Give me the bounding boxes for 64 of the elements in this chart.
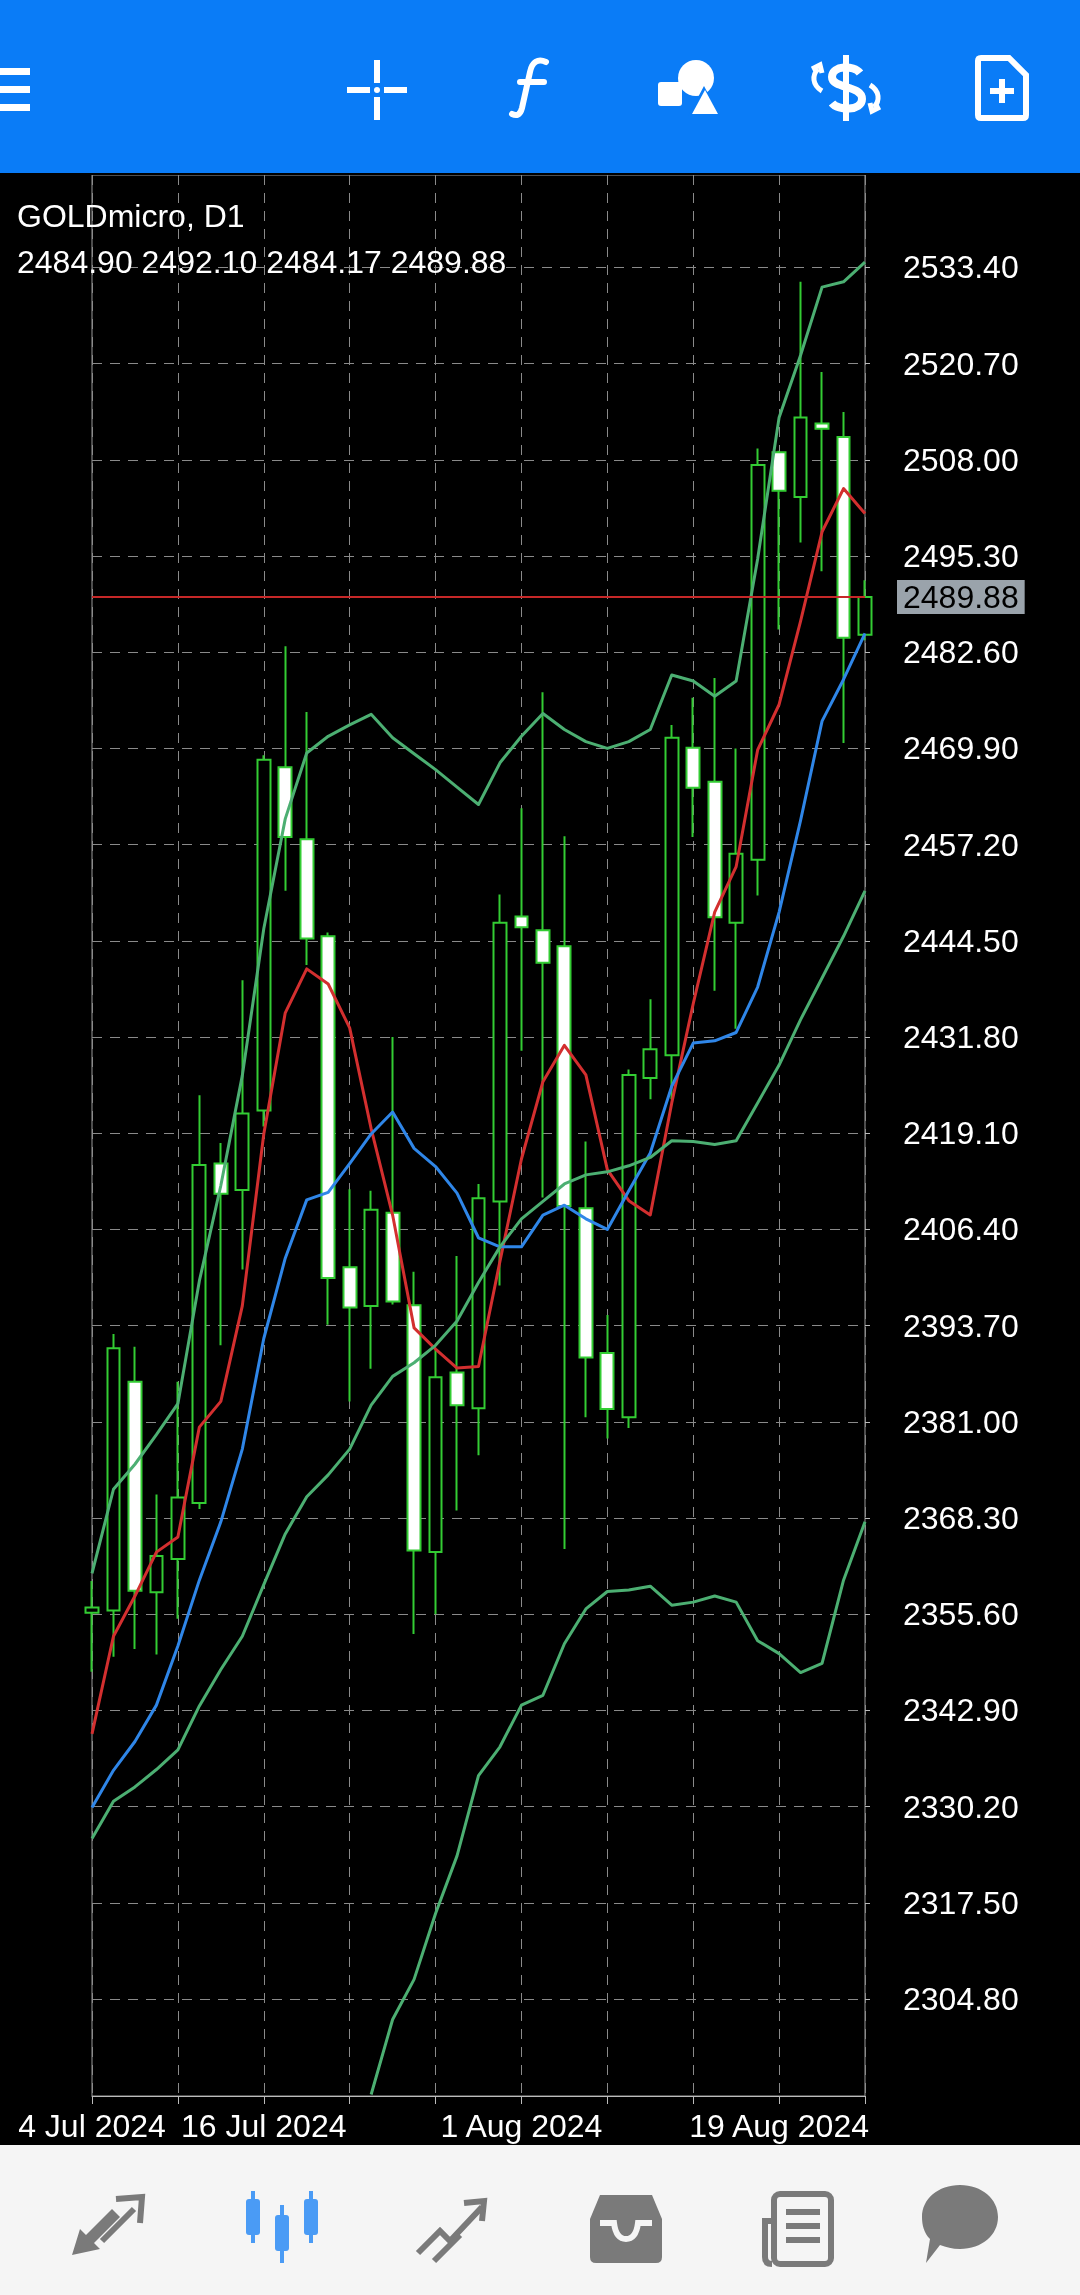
x-tick-label: 1 Aug 2024 bbox=[440, 2108, 603, 2144]
ref-line-label: 2489.88 bbox=[903, 579, 1019, 616]
text: 2484.90 2492.10 2484.17 2489.88 bbox=[17, 244, 507, 280]
candlestick bbox=[84, 1579, 100, 1673]
y-tick-label: 2533.40 bbox=[903, 249, 1019, 286]
line-series bbox=[90, 631, 867, 1809]
candlestick bbox=[556, 835, 572, 1551]
y-tick-label: 2482.60 bbox=[903, 634, 1019, 671]
candlestick bbox=[320, 931, 336, 1326]
candlestick bbox=[277, 645, 293, 892]
candlestick bbox=[471, 1182, 486, 1457]
candlestick bbox=[191, 1094, 207, 1510]
candlestick bbox=[836, 411, 851, 745]
candlestick bbox=[728, 747, 744, 1030]
y-tick-label: 2495.30 bbox=[903, 538, 1019, 575]
y-tick-label: 2520.70 bbox=[903, 345, 1019, 382]
candlestick bbox=[514, 807, 529, 1052]
y-tick-label: 2444.50 bbox=[903, 922, 1019, 959]
y-tick-label: 2355.60 bbox=[903, 1596, 1019, 1633]
candlestick bbox=[149, 1493, 164, 1656]
candlestick bbox=[857, 579, 873, 642]
candlestick bbox=[127, 1345, 143, 1651]
y-tick-label: 2368.30 bbox=[903, 1500, 1019, 1537]
y-tick-label: 2317.50 bbox=[903, 1884, 1019, 1921]
candlestick bbox=[642, 998, 658, 1101]
y-tick-label: 2330.20 bbox=[903, 1788, 1019, 1825]
candlestick bbox=[492, 893, 508, 1287]
candlestick bbox=[750, 447, 766, 897]
candlestick bbox=[363, 1189, 379, 1370]
candlestick bbox=[106, 1332, 121, 1658]
y-tick-label: 2381.00 bbox=[903, 1403, 1019, 1440]
y-tick-label: 2469.90 bbox=[903, 730, 1019, 767]
y-tick-label: 2431.80 bbox=[903, 1019, 1019, 1056]
y-tick-label: 2406.40 bbox=[903, 1211, 1019, 1248]
candlestick bbox=[814, 370, 830, 573]
candlestick bbox=[299, 711, 315, 967]
y-tick-label: 2457.20 bbox=[903, 826, 1019, 863]
y-tick-label: 2304.80 bbox=[903, 1981, 1019, 2018]
candlestick bbox=[449, 1254, 465, 1512]
candlestick bbox=[599, 1314, 615, 1440]
line-series bbox=[90, 889, 867, 1840]
candlestick bbox=[621, 1068, 637, 1429]
candlestick bbox=[256, 754, 272, 1128]
x-tick-label: 19 Aug 2024 bbox=[689, 2108, 869, 2144]
x-tick-label: 4 Jul 2024 bbox=[18, 2108, 166, 2144]
candlestick bbox=[342, 1188, 358, 1403]
x-tick-label: 16 Jul 2024 bbox=[181, 2108, 347, 2144]
candlestick bbox=[771, 449, 787, 631]
candlestick bbox=[234, 979, 250, 1271]
line-series bbox=[369, 1520, 867, 2096]
candlestick bbox=[428, 1348, 443, 1616]
line-series bbox=[90, 487, 867, 1736]
y-tick-label: 2419.10 bbox=[903, 1115, 1019, 1152]
candlestick bbox=[578, 1140, 594, 1419]
candlestick bbox=[707, 676, 723, 992]
candlestick bbox=[406, 1270, 422, 1635]
candlestick bbox=[535, 691, 551, 1199]
y-tick-label: 2342.90 bbox=[903, 1692, 1019, 1729]
y-tick-label: 2508.00 bbox=[903, 441, 1019, 478]
y-tick-label: 2393.70 bbox=[903, 1307, 1019, 1344]
text: GOLDmicro, D1 bbox=[17, 198, 245, 234]
candlestick bbox=[793, 280, 808, 544]
candlestick bbox=[685, 696, 701, 839]
candlestick bbox=[385, 1036, 401, 1306]
